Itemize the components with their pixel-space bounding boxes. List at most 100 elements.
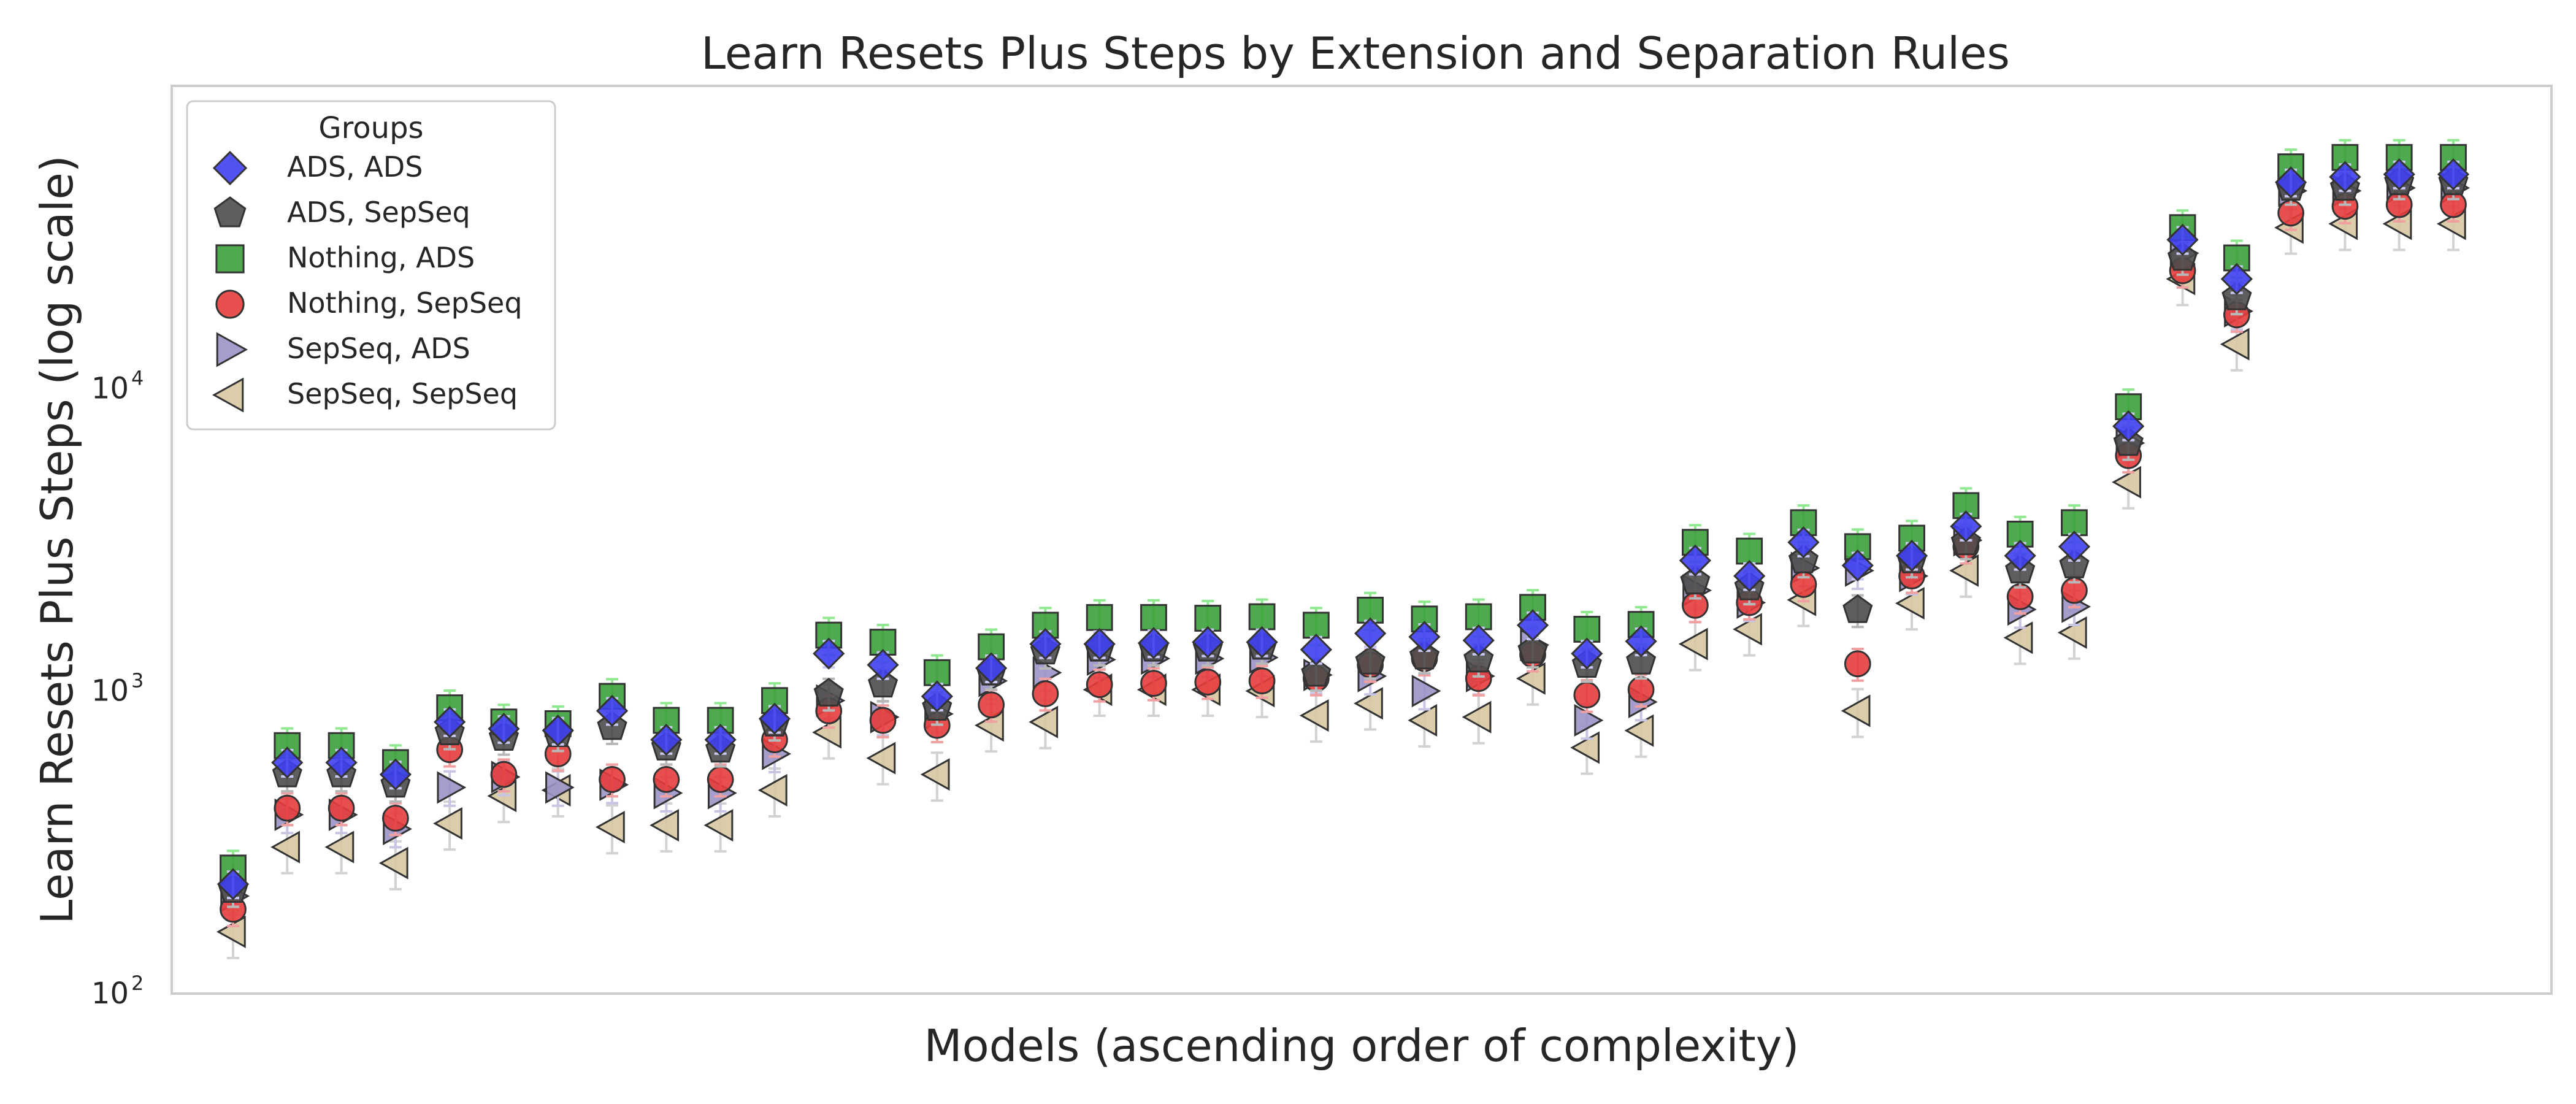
data-point — [1140, 670, 1167, 697]
legend-label: ADS, SepSeq — [287, 196, 470, 229]
data-point — [1462, 624, 1495, 657]
legend-label: Nothing, ADS — [287, 241, 475, 274]
data-point — [1248, 667, 1276, 695]
data-point — [325, 746, 358, 779]
data-point — [1462, 700, 1492, 734]
data-point — [1678, 627, 1708, 661]
data-point — [2167, 242, 2198, 271]
legend-marker-icon — [212, 150, 248, 186]
data-point — [1624, 714, 1654, 747]
legend-marker-icon — [213, 196, 247, 228]
data-point — [1408, 621, 1441, 653]
data-point — [270, 830, 300, 864]
data-point — [650, 809, 680, 842]
data-point — [1625, 625, 1657, 657]
data-point — [1895, 539, 1928, 572]
data-point — [599, 766, 626, 793]
x-axis-label: Models (ascending order of complexity) — [924, 1020, 1800, 1071]
data-point — [1408, 703, 1438, 737]
data-point — [1300, 634, 1332, 666]
data-point — [1354, 617, 1387, 650]
data-point — [1029, 705, 1059, 738]
legend-marker-icon — [215, 289, 245, 319]
data-point — [1086, 604, 1113, 631]
data-point — [434, 706, 466, 738]
data-point — [1841, 694, 1871, 727]
data-point — [2057, 616, 2087, 649]
y-tick-label: 10 — [91, 371, 129, 405]
data-point — [1032, 656, 1062, 689]
series-nothing-sepseq — [220, 188, 2467, 927]
legend-title: Groups — [318, 111, 423, 145]
data-point — [2003, 621, 2033, 654]
data-point — [2329, 161, 2361, 193]
data-point — [757, 773, 788, 807]
data-point — [1844, 650, 1871, 678]
data-point — [2112, 466, 2141, 499]
data-point — [1516, 609, 1549, 642]
legend-label: SepSeq, SepSeq — [287, 377, 518, 410]
data-point — [1409, 640, 1440, 670]
data-point — [1788, 545, 1819, 573]
data-point — [1517, 634, 1548, 664]
data-point — [381, 805, 409, 832]
data-point — [703, 809, 734, 842]
data-point — [1842, 594, 1873, 623]
data-point — [758, 702, 791, 735]
data-point — [1570, 731, 1600, 764]
data-point — [274, 794, 301, 822]
data-point — [378, 846, 408, 880]
data-point — [2383, 158, 2415, 191]
legend-marker-icon — [212, 377, 244, 413]
data-points — [216, 139, 2471, 959]
series-sepseq-ads — [220, 171, 2471, 916]
data-point — [2059, 550, 2090, 578]
data-point — [653, 766, 680, 793]
data-point — [1626, 646, 1657, 675]
legend-item: Nothing, ADS — [215, 241, 475, 274]
data-point — [1411, 675, 1441, 708]
data-point — [869, 707, 897, 734]
data-point — [707, 766, 734, 793]
data-point — [921, 680, 953, 713]
data-point — [867, 648, 899, 681]
data-point — [2112, 410, 2145, 443]
data-point — [217, 868, 250, 900]
data-point — [1248, 603, 1276, 631]
data-point — [975, 652, 1008, 684]
data-point — [866, 742, 896, 775]
data-point — [867, 669, 899, 698]
data-point — [978, 691, 1005, 719]
data-point — [650, 724, 683, 756]
legend-marker-icon — [216, 332, 248, 367]
data-point — [596, 694, 629, 727]
data-point — [1029, 627, 1062, 661]
data-point — [2437, 158, 2470, 191]
y-tick-exponent: 3 — [131, 669, 144, 692]
data-point — [920, 758, 950, 791]
data-point — [437, 771, 467, 804]
data-point — [490, 761, 518, 788]
series-ads-ads — [217, 158, 2470, 900]
legend-marker-icon — [215, 244, 245, 274]
data-point — [595, 811, 625, 844]
data-point — [1627, 611, 1655, 638]
legend-item: ADS, SepSeq — [213, 196, 470, 229]
data-point — [324, 830, 355, 864]
legend-label: SepSeq, ADS — [287, 332, 470, 365]
data-point — [2275, 166, 2307, 199]
data-point — [1463, 643, 1494, 673]
data-point — [1733, 559, 1766, 592]
data-point — [1302, 611, 1330, 639]
data-point — [812, 716, 841, 749]
data-point — [488, 713, 520, 745]
data-point — [1086, 671, 1113, 699]
data-point — [1032, 680, 1059, 707]
data-point — [1571, 637, 1603, 670]
data-point — [1680, 565, 1711, 595]
data-point — [1301, 657, 1332, 687]
data-point — [1192, 626, 1224, 659]
data-point — [433, 807, 462, 840]
